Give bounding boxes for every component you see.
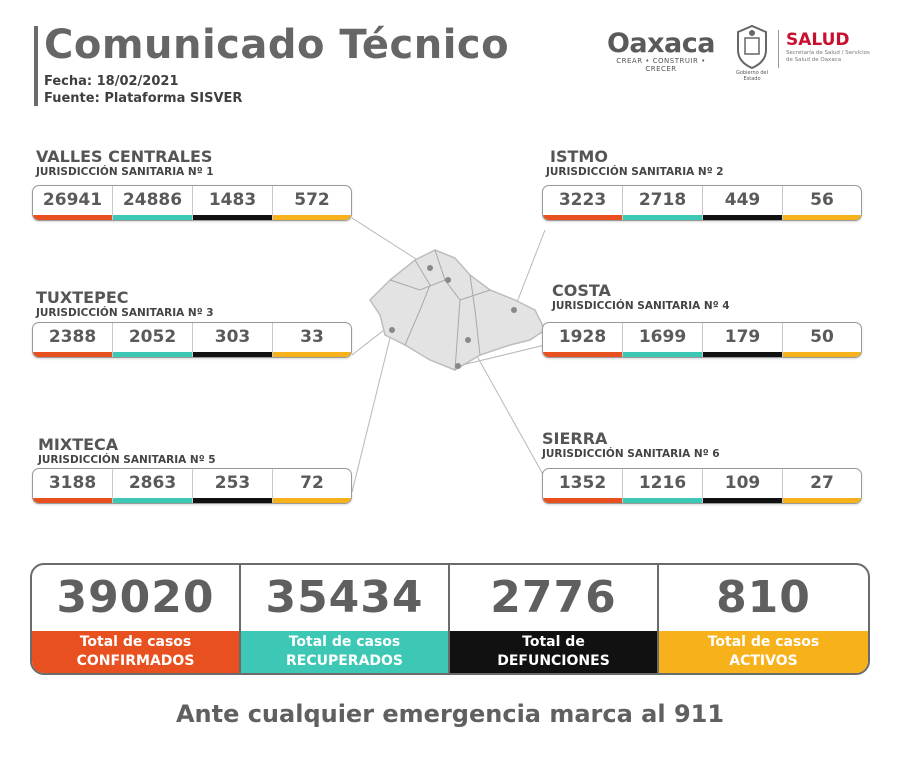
region-jurisdiction: JURISDICCIÓN SANITARIA Nº 2: [546, 166, 724, 178]
report-source: Fuente: Plataforma SISVER: [44, 91, 243, 106]
total-recovered: 35434 Total de casos RECUPERADOS: [241, 565, 450, 673]
stats-valles-centrales: 26941 24886 1483 572: [32, 185, 352, 221]
deaths-value: 109: [703, 469, 783, 503]
stats-tuxtepec: 2388 2052 303 33: [32, 322, 352, 358]
region-name: SIERRA: [542, 429, 608, 448]
recovered-value: 1216: [623, 469, 703, 503]
report-date: Fecha: 18/02/2021: [44, 74, 179, 89]
salud-logo-word: SALUD: [786, 30, 850, 50]
salud-logo-subtitle: Secretaría de Salud / Servicios de Salud…: [786, 50, 870, 63]
deaths-value: 449: [703, 186, 783, 220]
stats-sierra: 1352 1216 109 27: [542, 468, 862, 504]
active-value: 50: [783, 323, 861, 357]
recovered-value: 2052: [113, 323, 193, 357]
oaxaca-logo-tagline: CREAR • CONSTRUIR • CRECER: [616, 57, 706, 73]
confirmed-value: 26941: [33, 186, 113, 220]
title-accent-bar: [34, 26, 38, 106]
confirmed-value: 2388: [33, 323, 113, 357]
region-jurisdiction: JURISDICCIÓN SANITARIA Nº 1: [36, 166, 214, 178]
total-deaths-label: Total de DEFUNCIONES: [450, 631, 657, 673]
recovered-value: 24886: [113, 186, 193, 220]
confirmed-value: 3223: [543, 186, 623, 220]
region-sierra: SIERRA JURISDICCIÓN SANITARIA Nº 6: [542, 430, 720, 461]
page-title: Comunicado Técnico: [44, 22, 510, 68]
active-value: 27: [783, 469, 861, 503]
region-name: TUXTEPEC: [36, 288, 129, 307]
stats-istmo: 3223 2718 449 56: [542, 185, 862, 221]
recovered-value: 2863: [113, 469, 193, 503]
deaths-value: 303: [193, 323, 273, 357]
region-jurisdiction: JURISDICCIÓN SANITARIA Nº 3: [36, 307, 214, 319]
region-jurisdiction: JURISDICCIÓN SANITARIA Nº 6: [542, 448, 720, 460]
total-active-value: 810: [716, 572, 811, 623]
totals-panel: 39020 Total de casos CONFIRMADOS 35434 To…: [30, 563, 870, 675]
total-confirmed: 39020 Total de casos CONFIRMADOS: [32, 565, 241, 673]
salud-logo: SALUD Secretaría de Salud / Servicios de…: [786, 30, 876, 64]
stats-mixteca: 3188 2863 253 72: [32, 468, 352, 504]
confirmed-value: 3188: [33, 469, 113, 503]
total-confirmed-label: Total de casos CONFIRMADOS: [32, 631, 239, 673]
region-costa: COSTA JURISDICCIÓN SANITARIA Nº 4: [552, 282, 730, 313]
region-name: COSTA: [552, 281, 611, 300]
oaxaca-logo-word: Oaxaca: [606, 28, 716, 59]
logo-divider: [778, 30, 779, 68]
oaxaca-logo: Oaxaca CREAR • CONSTRUIR • CRECER: [600, 28, 722, 73]
emergency-footer: Ante cualquier emergencia marca al 911: [175, 700, 725, 728]
active-value: 72: [273, 469, 351, 503]
total-deaths-value: 2776: [490, 572, 617, 623]
active-value: 33: [273, 323, 351, 357]
oaxaca-map-icon: [369, 249, 546, 371]
recovered-value: 1699: [623, 323, 703, 357]
active-value: 56: [783, 186, 861, 220]
state-seal-icon: Gobierno del Estado: [732, 24, 772, 82]
region-valles-centrales: VALLES CENTRALES JURISDICCIÓN SANITARIA …: [36, 148, 214, 179]
total-active-label: Total de casos ACTIVOS: [659, 631, 868, 673]
region-istmo: ISTMO JURISDICCIÓN SANITARIA Nº 2: [546, 147, 724, 179]
region-tuxtepec: TUXTEPEC JURISDICCIÓN SANITARIA Nº 3: [36, 289, 214, 320]
deaths-value: 1483: [193, 186, 273, 220]
region-jurisdiction: JURISDICCIÓN SANITARIA Nº 5: [38, 454, 216, 466]
region-name: VALLES CENTRALES: [36, 147, 213, 166]
deaths-value: 179: [703, 323, 783, 357]
deaths-value: 253: [193, 469, 273, 503]
total-confirmed-value: 39020: [56, 572, 215, 623]
active-value: 572: [273, 186, 351, 220]
region-name: MIXTECA: [38, 435, 119, 454]
total-recovered-label: Total de casos RECUPERADOS: [241, 631, 448, 673]
confirmed-value: 1352: [543, 469, 623, 503]
total-active: 810 Total de casos ACTIVOS: [659, 565, 868, 673]
total-deaths: 2776 Total de DEFUNCIONES: [450, 565, 659, 673]
region-mixteca: MIXTECA JURISDICCIÓN SANITARIA Nº 5: [38, 436, 216, 467]
confirmed-value: 1928: [543, 323, 623, 357]
region-name: ISTMO: [550, 147, 608, 166]
stats-costa: 1928 1699 179 50: [542, 322, 862, 358]
region-jurisdiction: JURISDICCIÓN SANITARIA Nº 4: [552, 300, 730, 312]
total-recovered-value: 35434: [265, 572, 424, 623]
seal-caption: Gobierno del Estado: [736, 70, 768, 82]
recovered-value: 2718: [623, 186, 703, 220]
